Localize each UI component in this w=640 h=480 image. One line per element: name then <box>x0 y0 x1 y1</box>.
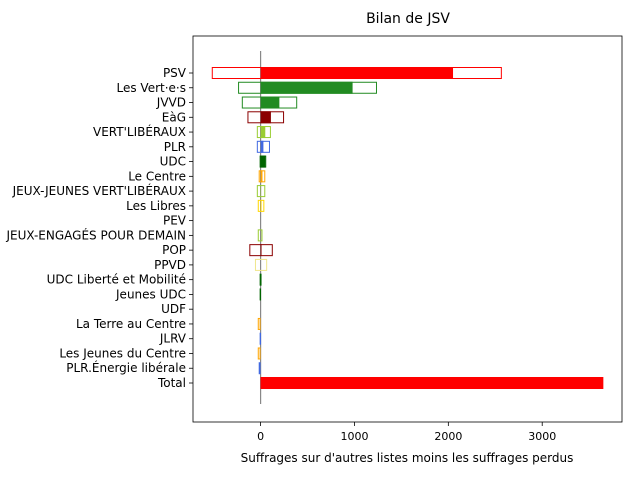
category-label-udc-liberte-et-mobilite: UDC Liberté et Mobilité <box>47 273 186 287</box>
bar-filled-les-vert-e-s <box>260 81 353 94</box>
bar-outline-ppvd <box>254 258 268 271</box>
x-tick-label-2000: 2000 <box>434 430 462 443</box>
bar-outline-plr <box>256 140 270 153</box>
category-label-ppvd: PPVD <box>154 258 186 272</box>
x-tick-label-3000: 3000 <box>528 430 556 443</box>
bar-outline-les-vert-e-s <box>238 81 377 94</box>
category-label-pop: POP <box>162 243 186 257</box>
category-label-les-libres: Les Libres <box>126 199 186 213</box>
bar-outline-udc-liberte-et-mobilite <box>259 273 262 286</box>
x-tick-label-0: 0 <box>257 430 264 443</box>
bars-layer <box>211 51 604 404</box>
bar-filled-jvvd <box>260 96 280 109</box>
category-label-les-jeunes-du-centre: Les Jeunes du Centre <box>59 346 186 360</box>
axes-layer: 0 1000 2000 3000 <box>189 35 623 443</box>
category-label-jeux-engages-pour-demain: JEUX-ENGAGÉS POUR DEMAIN <box>5 227 186 242</box>
bar-outline-les-libres <box>257 199 265 212</box>
bar-filled-udc <box>260 155 266 168</box>
bar-filled-psv <box>260 67 454 79</box>
x-tick-label-1000: 1000 <box>340 430 368 443</box>
bar-outline-vert-liberaux <box>256 126 271 139</box>
bar-outline-total <box>260 377 604 389</box>
category-label-pev: PEV <box>163 214 187 228</box>
category-label-le-centre: Le Centre <box>128 169 186 183</box>
category-label-jeux-jeunes-vert-liberaux: JEUX-JEUNES VERT'LIBÉRAUX <box>12 183 186 198</box>
category-label-eag: EàG <box>162 110 186 124</box>
bar-outline-plr-energie-liberale <box>258 362 261 375</box>
category-label-jlrv: JLRV <box>159 332 187 346</box>
bar-filled-vert-liberaux <box>260 126 266 139</box>
plot-frame <box>192 35 623 423</box>
bar-outline-le-centre <box>258 170 266 183</box>
category-label-psv: PSV <box>163 66 187 80</box>
bar-outline-psv <box>211 67 502 79</box>
bar-filled-plr <box>260 140 264 153</box>
bar-outline-jeux-engages-pour-demain <box>257 229 263 242</box>
bar-outline-les-jeunes-du-centre <box>257 347 261 360</box>
bar-filled-eag <box>260 111 271 124</box>
chart-title: Bilan de JSV <box>366 11 450 27</box>
category-label-jvvd: JVVD <box>156 96 186 110</box>
category-label-les-vert-e-s: Les Vert·e·s <box>117 81 187 95</box>
bar-filled-le-centre <box>260 170 263 183</box>
category-label-udc: UDC <box>160 155 186 169</box>
category-label-plr-energie-liberale: PLR.Énergie libérale <box>66 360 186 375</box>
bar-outline-pop <box>249 244 273 257</box>
bar-outline-la-terre-au-centre <box>257 317 261 330</box>
category-label-plr: PLR <box>164 140 186 154</box>
bar-filled-total <box>260 377 604 389</box>
x-axis-label: Suffrages sur d'autres listes moins les … <box>241 451 574 465</box>
bar-filled-pop <box>260 244 262 257</box>
bar-outline-jvvd <box>241 96 298 109</box>
category-label-udf: UDF <box>161 302 186 316</box>
category-label-vert-liberaux: VERT'LIBÉRAUX <box>93 124 186 139</box>
category-label-jeunes-udc: Jeunes UDC <box>115 287 186 301</box>
bar-outline-jeux-jeunes-vert-liberaux <box>256 185 266 198</box>
bar-outline-eag <box>247 111 285 124</box>
category-label-total: Total <box>157 376 186 390</box>
category-label-la-terre-au-centre: La Terre au Centre <box>76 317 186 331</box>
bar-outline-udc <box>259 155 267 168</box>
bar-filled-les-libres <box>260 199 262 212</box>
